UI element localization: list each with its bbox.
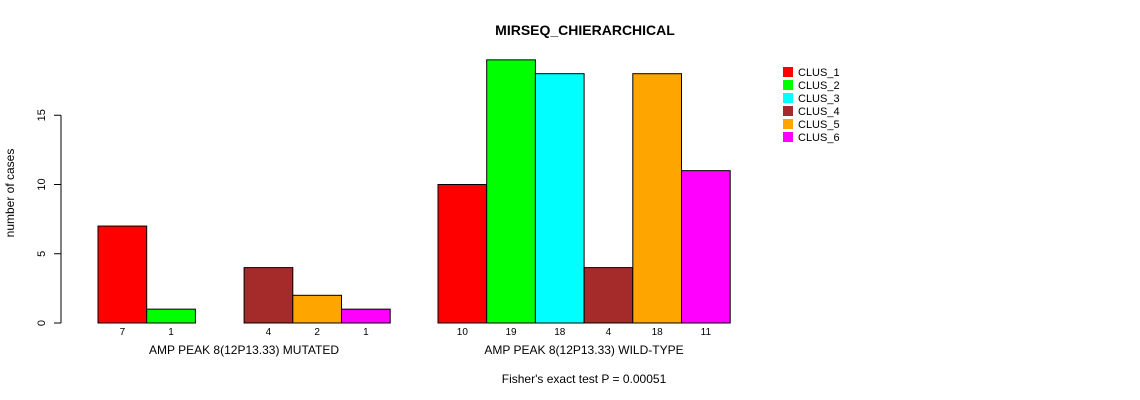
- legend-swatch: [783, 119, 793, 129]
- bars: [97, 59, 731, 324]
- bar-clus-6-group-2: [681, 170, 731, 324]
- bar-value-label: 11: [701, 327, 712, 338]
- bar-value-label: 1: [168, 327, 174, 338]
- y-tick-label: 5: [36, 251, 48, 257]
- bar-value-label: 19: [505, 327, 517, 338]
- legend-swatch: [783, 67, 793, 77]
- legend-label: CLUS_3: [798, 93, 840, 105]
- bar-clus-3-group-2: [534, 73, 585, 324]
- bar-value-label: 7: [120, 327, 126, 338]
- fisher-test-annotation: Fisher's exact test P = 0.00051: [502, 372, 667, 386]
- group-label-mutated: AMP PEAK 8(12P13.33) MUTATED: [149, 343, 339, 357]
- y-tick-label: 15: [36, 109, 48, 121]
- y-tick-label: 10: [36, 178, 48, 190]
- bar-clus-2-group-2: [486, 59, 536, 324]
- bar-value-label: 2: [314, 327, 320, 338]
- legend-swatch: [783, 93, 793, 103]
- bar-clus-1-group-2: [437, 184, 488, 324]
- bar-clus-6-group-1: [341, 308, 391, 324]
- bar-clus-1-group-1: [97, 225, 148, 324]
- legend-swatch: [783, 106, 793, 116]
- bar-clus-5-group-2: [632, 73, 682, 324]
- bar-clus-4-group-2: [583, 267, 634, 324]
- legend-label: CLUS_2: [798, 80, 840, 92]
- bar-clus-2-group-1: [146, 308, 196, 324]
- legend-swatch: [783, 80, 793, 90]
- y-tick-label: 0: [36, 320, 48, 326]
- bar-value-label: 4: [266, 327, 272, 338]
- legend-swatch: [783, 132, 793, 142]
- y-axis: 0 5 10 15: [36, 109, 62, 326]
- bar-clus-5-group-1: [292, 294, 342, 324]
- bar-clus-4-group-1: [243, 267, 294, 324]
- bar-value-label: 18: [554, 327, 566, 338]
- chart-title: MIRSEQ_CHIERARCHICAL: [495, 22, 675, 38]
- bar-value-label: 4: [606, 327, 612, 338]
- legend-label: CLUS_1: [798, 67, 840, 79]
- legend-label: CLUS_4: [798, 106, 840, 118]
- legend-label: CLUS_6: [798, 132, 840, 144]
- bar-value-label: 10: [457, 327, 469, 338]
- bar-value-label: 18: [652, 327, 664, 338]
- y-axis-label: number of cases: [3, 149, 17, 238]
- bar-value-label: 1: [363, 327, 369, 338]
- legend-label: CLUS_5: [798, 119, 840, 131]
- bar-labels: 7 1 4 2 1 10 19 18 4 18 11: [120, 327, 712, 338]
- group-label-wild-type: AMP PEAK 8(12P13.33) WILD-TYPE: [484, 343, 683, 357]
